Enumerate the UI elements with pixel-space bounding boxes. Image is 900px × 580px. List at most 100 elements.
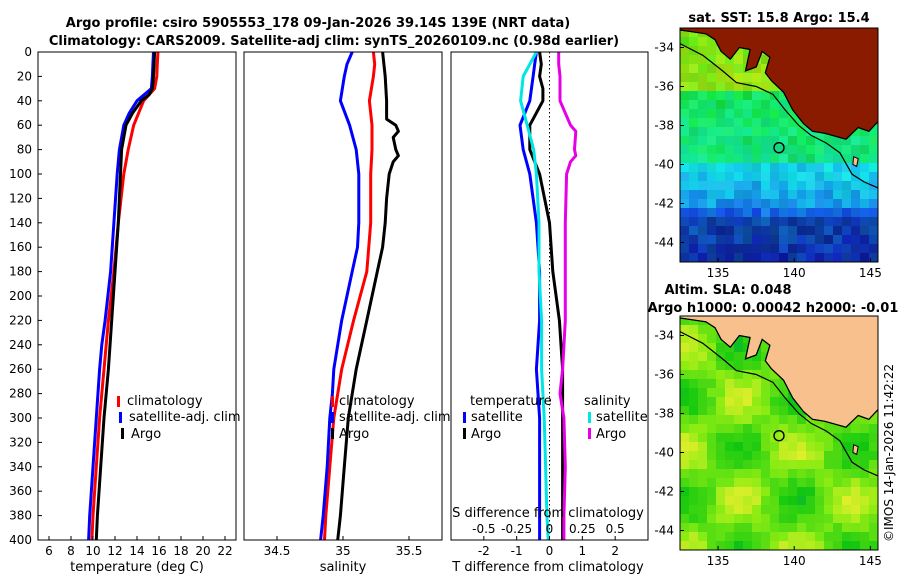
- heatmap-cell: [752, 451, 762, 461]
- heatmap-cell: [761, 523, 771, 533]
- heatmap-cell: [788, 190, 798, 200]
- heatmap-cell: [752, 181, 762, 191]
- heatmap-cell: [752, 145, 762, 155]
- y-tick-label: 240: [9, 338, 32, 352]
- heatmap-cell: [725, 163, 735, 173]
- heatmap-cell: [680, 451, 690, 461]
- heatmap-cell: [761, 73, 771, 83]
- heatmap-cell: [752, 379, 762, 389]
- heatmap-cell: [707, 37, 717, 47]
- heatmap-cell: [698, 37, 708, 47]
- heatmap-cell: [779, 505, 789, 515]
- heatmap-cell: [707, 415, 717, 425]
- heatmap-cell: [698, 73, 708, 83]
- heatmap-cell: [716, 181, 726, 191]
- heatmap-cell: [689, 208, 699, 218]
- heatmap-cell: [761, 163, 771, 173]
- heatmap-cell: [680, 496, 690, 506]
- heatmap-cell: [725, 397, 735, 407]
- heatmap-cell: [779, 469, 789, 479]
- heatmap-cell: [752, 109, 762, 119]
- heatmap-cell: [743, 172, 753, 182]
- heatmap-cell: [716, 73, 726, 83]
- heatmap-cell: [806, 253, 816, 262]
- heatmap-cell: [869, 145, 878, 155]
- heatmap-cell: [824, 163, 834, 173]
- heatmap-cell: [851, 253, 861, 262]
- heatmap-cell: [779, 154, 789, 164]
- heatmap-cell: [734, 253, 744, 262]
- heatmap-cell: [779, 487, 789, 497]
- heatmap-cell: [743, 244, 753, 254]
- heatmap-cell: [788, 253, 798, 262]
- x-tick-label: -2: [478, 544, 490, 558]
- heatmap-cell: [689, 73, 699, 83]
- heatmap-cell: [716, 244, 726, 254]
- heatmap-cell: [842, 136, 852, 146]
- x-tick-label: 8: [67, 544, 75, 558]
- y-tick-label: 340: [9, 460, 32, 474]
- heatmap-cell: [689, 64, 699, 74]
- heatmap-cell: [869, 442, 878, 452]
- heatmap-cell: [680, 73, 690, 83]
- heatmap-cell: [797, 226, 807, 236]
- heatmap-cell: [680, 28, 690, 38]
- heatmap-cell: [707, 523, 717, 533]
- heatmap-cell: [761, 451, 771, 461]
- heatmap-cell: [716, 379, 726, 389]
- heatmap-cell: [761, 64, 771, 74]
- heatmap-cell: [842, 487, 852, 497]
- heatmap-cell: [833, 424, 843, 434]
- heatmap-cell: [788, 415, 798, 425]
- heatmap-cell: [698, 460, 708, 470]
- heatmap-cell: [806, 451, 816, 461]
- heatmap-cell: [707, 487, 717, 497]
- heatmap-cell: [851, 217, 861, 227]
- heatmap-cell: [761, 460, 771, 470]
- heatmap-cell: [806, 136, 816, 146]
- heatmap-cell: [689, 100, 699, 110]
- heatmap-cell: [842, 469, 852, 479]
- heatmap-cell: [743, 163, 753, 173]
- heatmap-cell: [734, 451, 744, 461]
- heatmap-cell: [842, 190, 852, 200]
- heatmap-cell: [716, 163, 726, 173]
- heatmap-cell: [788, 532, 798, 542]
- heatmap-cell: [680, 64, 690, 74]
- x-tick-label: 12: [107, 544, 122, 558]
- heatmap-cell: [752, 73, 762, 83]
- heatmap-cell: [779, 199, 789, 209]
- heatmap-cell: [833, 523, 843, 533]
- heatmap-cell: [860, 253, 870, 262]
- heatmap-cell: [860, 235, 870, 245]
- heatmap-cell: [734, 478, 744, 488]
- heatmap-cell: [761, 127, 771, 137]
- heatmap-cell: [707, 334, 717, 344]
- x-tick-label: 16: [151, 544, 166, 558]
- heatmap-cell: [734, 244, 744, 254]
- heatmap-cell: [698, 118, 708, 128]
- heatmap-cell: [680, 100, 690, 110]
- heatmap-cell: [716, 82, 726, 92]
- heatmap-cell: [743, 235, 753, 245]
- heatmap-cell: [689, 154, 699, 164]
- heatmap-cell: [680, 334, 690, 344]
- heatmap-cell: [761, 118, 771, 128]
- heatmap-cell: [716, 487, 726, 497]
- heatmap-cell: [770, 109, 780, 119]
- heatmap-cell: [752, 496, 762, 506]
- heatmap-cell: [770, 487, 780, 497]
- heatmap-cell: [788, 199, 798, 209]
- heatmap-cell: [716, 208, 726, 218]
- heatmap-cell: [806, 532, 816, 542]
- heatmap-cell: [752, 532, 762, 542]
- heatmap-cell: [815, 145, 825, 155]
- heatmap-cell: [743, 415, 753, 425]
- heatmap-cell: [779, 442, 789, 452]
- heatmap-cell: [707, 514, 717, 524]
- heatmap-cell: [689, 424, 699, 434]
- heatmap-cell: [716, 478, 726, 488]
- heatmap-cell: [842, 424, 852, 434]
- heatmap-cell: [689, 28, 699, 38]
- heatmap-cell: [860, 469, 870, 479]
